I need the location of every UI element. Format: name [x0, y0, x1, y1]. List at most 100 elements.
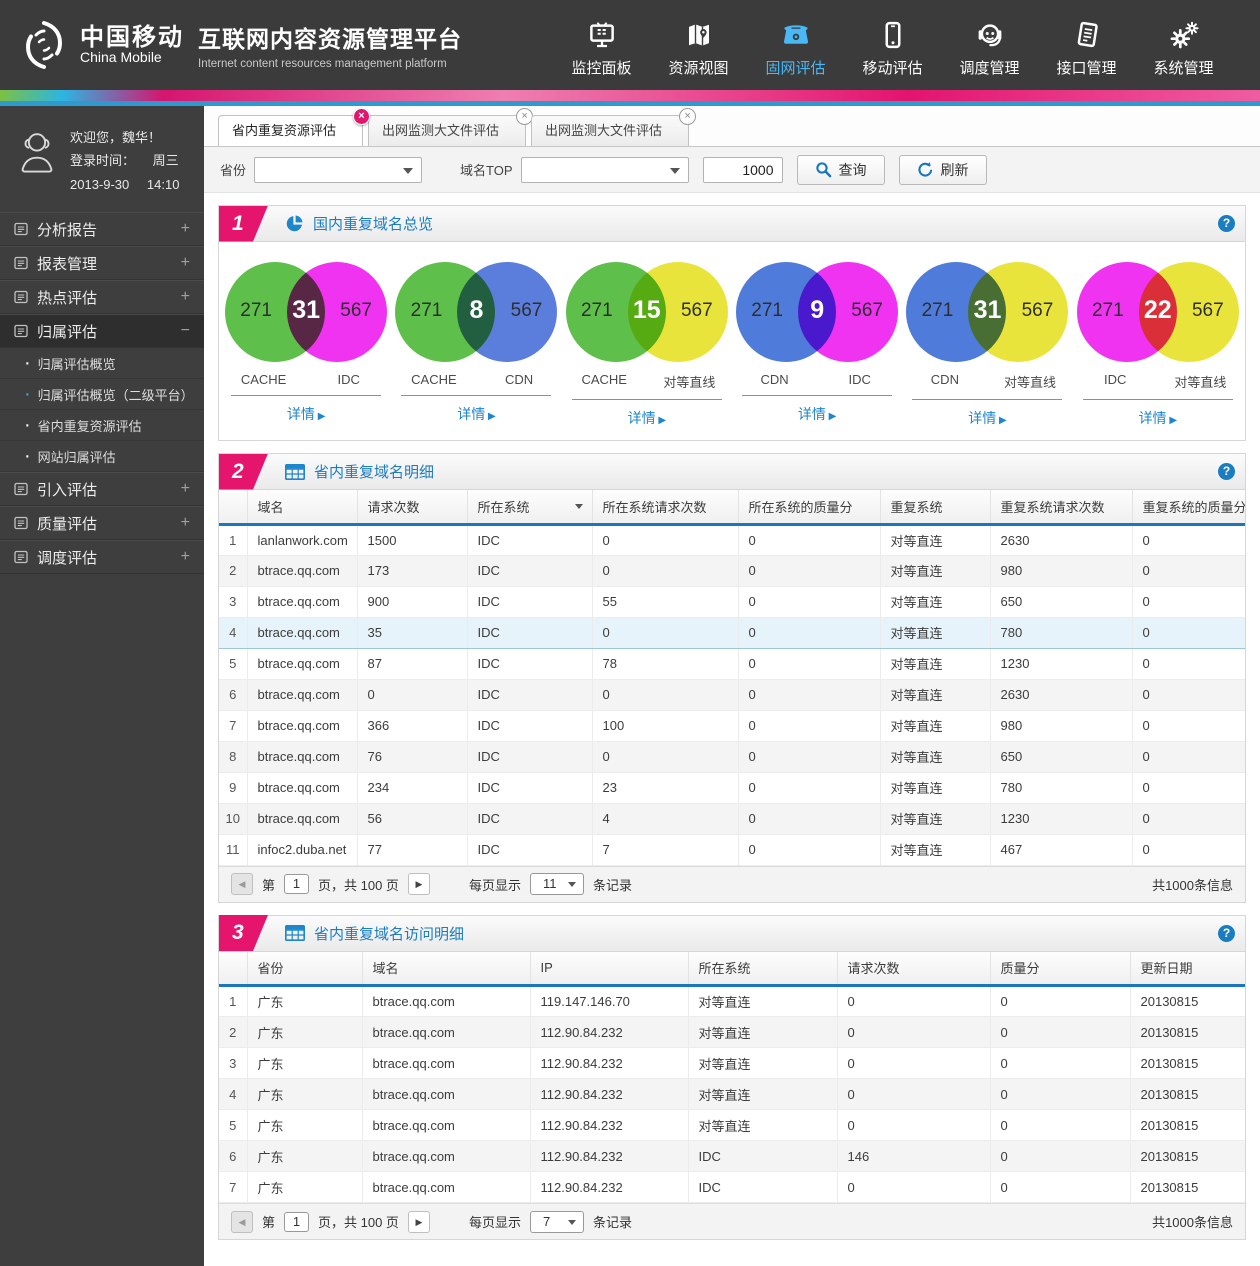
table-row[interactable]: 1 广东 btrace.qq.com 119.147.146.70 对等直连 0 0 2013… — [219, 985, 1245, 1017]
table-row[interactable]: 9 btrace.qq.com 234 IDC 23 0 对等直连 780 0 — [219, 772, 1245, 804]
close-icon[interactable]: × — [679, 108, 697, 125]
table-row[interactable]: 3 广东 btrace.qq.com 112.90.84.232 对等直连 0 0 20130… — [219, 1047, 1245, 1079]
cell: 0 — [357, 679, 468, 711]
tab-bar: 省内重复资源评估 × 出网监测大文件评估 × 出网监测大文件评估 × — [204, 106, 1260, 147]
tab-outbound-bigfile-eval-2[interactable]: 出网监测大文件评估 × — [531, 108, 697, 146]
table-row[interactable]: 5 btrace.qq.com 87 IDC 78 0 对等直连 1230 0 — [219, 648, 1245, 680]
refresh-button[interactable]: 刷新 — [898, 154, 987, 185]
table-row[interactable]: 2 广东 btrace.qq.com 112.90.84.232 对等直连 0 0 20130… — [219, 1016, 1245, 1048]
row-index-cell: 3 — [219, 586, 248, 618]
table-row[interactable]: 8 btrace.qq.com 76 IDC 0 0 对等直连 650 0 — [219, 741, 1245, 773]
expand-icon[interactable]: + — [180, 220, 190, 238]
sidebar-submenu-item[interactable]: · 网站归属评估 — [0, 441, 204, 473]
cell: btrace.qq.com — [247, 710, 358, 742]
header-nav: 监控面板 资源视图 固网评估 移动评估 调度管理 接口管理 系统管理 — [553, 12, 1260, 78]
cell: IDC — [467, 555, 593, 587]
help-icon[interactable]: ? — [1218, 215, 1235, 232]
collapse-icon[interactable]: − — [180, 322, 190, 340]
table-row[interactable]: 4 btrace.qq.com 35 IDC 0 0 对等直连 780 0 — [219, 616, 1245, 649]
sidebar-submenu-item[interactable]: · 归属评估概览 — [0, 348, 204, 380]
nav-item[interactable]: 调度管理 — [941, 12, 1038, 78]
expand-icon[interactable]: + — [180, 548, 190, 566]
doc-icon — [14, 516, 28, 530]
sidebar-menu-item[interactable]: 引入评估 + — [0, 472, 204, 507]
cell: IDC — [467, 616, 593, 649]
table-row[interactable]: 11 infoc2.duba.net 77 IDC 7 0 对等直连 467 0 — [219, 834, 1245, 866]
detail-label: 详情 — [286, 406, 315, 422]
expand-icon[interactable]: + — [180, 514, 190, 532]
venn-detail-link[interactable]: 详情 ▶ — [1073, 408, 1243, 428]
cell: 0 — [1132, 555, 1245, 587]
page-input[interactable]: 1 — [284, 1211, 310, 1232]
help-icon[interactable]: ? — [1218, 463, 1235, 480]
table-row[interactable]: 3 btrace.qq.com 900 IDC 55 0 对等直连 650 0 — [219, 586, 1245, 618]
expand-icon[interactable]: + — [180, 288, 190, 306]
table-row[interactable]: 6 btrace.qq.com 0 IDC 0 0 对等直连 2630 0 — [219, 679, 1245, 711]
sidebar-submenu-item[interactable]: · 省内重复资源评估 — [0, 410, 204, 442]
sidebar-menu-item[interactable]: 报表管理 + — [0, 246, 204, 281]
row-index-cell: 4 — [219, 1078, 248, 1110]
venn-detail-link[interactable]: 详情 ▶ — [902, 408, 1072, 428]
tab-provincial-duplicate-eval[interactable]: 省内重复资源评估 × — [218, 108, 371, 146]
sidebar-menu-item[interactable]: 分析报告 + — [0, 212, 204, 247]
venn-left-label: IDC — [1104, 372, 1127, 387]
next-page-button[interactable]: ▶ — [407, 1210, 430, 1233]
cell: 对等直连 — [880, 616, 991, 649]
prev-page-button[interactable]: ◀ — [231, 873, 253, 895]
top-count-input[interactable] — [702, 156, 783, 183]
nav-item[interactable]: 接口管理 — [1038, 12, 1135, 78]
table-row[interactable]: 10 btrace.qq.com 56 IDC 4 0 对等直连 1230 0 — [219, 803, 1245, 835]
table-row[interactable]: 7 btrace.qq.com 366 IDC 100 0 对等直连 980 0 — [219, 710, 1245, 742]
next-page-button[interactable]: ▶ — [407, 873, 430, 895]
nav-item[interactable]: 资源视图 — [650, 12, 747, 78]
cell: 77 — [357, 834, 468, 866]
table-row[interactable]: 5 广东 btrace.qq.com 112.90.84.232 对等直连 0 0 20130… — [219, 1109, 1245, 1141]
cell: 20130815 — [1130, 1171, 1245, 1203]
table-row[interactable]: 7 广东 btrace.qq.com 112.90.84.232 IDC 0 0 201308… — [219, 1171, 1245, 1203]
map-icon — [650, 12, 747, 50]
sidebar-menu-item[interactable]: 质量评估 + — [0, 506, 204, 541]
chevron-down-icon[interactable] — [574, 504, 583, 513]
nav-item[interactable]: 固网评估 — [747, 12, 844, 78]
login-label: 登录时间： — [70, 153, 136, 169]
table-row[interactable]: 6 广东 btrace.qq.com 112.90.84.232 IDC 146 0 2013… — [219, 1140, 1245, 1172]
prev-page-button[interactable]: ◀ — [231, 1210, 253, 1233]
nav-item[interactable]: 系统管理 — [1135, 12, 1232, 78]
help-icon[interactable]: ? — [1218, 924, 1235, 942]
venn-detail-link[interactable]: 详情 ▶ — [391, 404, 561, 424]
user-meta: 欢迎您，魏华！ 登录时间： 周三 2013-9-30 14:10 — [70, 126, 179, 196]
nav-item[interactable]: 监控面板 — [553, 12, 650, 78]
sidebar-submenu-item[interactable]: · 归属评估概览（二级平台） — [0, 379, 204, 411]
nav-item[interactable]: 移动评估 — [844, 12, 941, 78]
table-row[interactable]: 4 广东 btrace.qq.com 112.90.84.232 对等直连 0 0 20130… — [219, 1078, 1245, 1110]
table-row[interactable]: 1 lanlanwork.com 1500 IDC 0 0 对等直连 2630 0 — [219, 524, 1245, 556]
venn-detail-link[interactable]: 详情 ▶ — [221, 404, 391, 424]
user-box: 欢迎您，魏华！ 登录时间： 周三 2013-9-30 14:10 — [0, 106, 204, 212]
venn-diagram: 271 22 567 IDC 对等直线 详情 ▶ — [1073, 262, 1243, 428]
per-page-select[interactable]: 11 — [529, 873, 584, 895]
sidebar-menu-item[interactable]: 热点评估 + — [0, 280, 204, 315]
cell: 对等直连 — [880, 679, 991, 711]
total-records: 共1000条信息 — [1152, 1215, 1233, 1230]
venn-overlap-value: 31 — [973, 296, 1002, 324]
sidebar-menu-item[interactable]: 归属评估 − — [0, 314, 204, 349]
tab-outbound-bigfile-eval-1[interactable]: 出网监测大文件评估 × — [368, 108, 534, 146]
table-row[interactable]: 2 btrace.qq.com 173 IDC 0 0 对等直连 980 0 — [219, 555, 1245, 587]
table-header-row: 域名 请求次数 所在系统 所在系统请求次数 所在系统的质量分 重复系统 重复系统请求次数 重复… — [219, 490, 1245, 526]
duplicate-domain-table: 域名 请求次数 所在系统 所在系统请求次数 所在系统的质量分 重复系统 重复系统请求次数 重复… — [219, 490, 1245, 866]
pagination: ◀ 第 1 页，共 100 页 ▶ 每页显示 11 条记录 共1000条信息 — [219, 865, 1245, 902]
venn-detail-link[interactable]: 详情 ▶ — [562, 408, 732, 428]
detail-label: 详情 — [797, 406, 826, 422]
search-button[interactable]: 查询 — [796, 154, 885, 185]
page-input[interactable]: 1 — [284, 874, 310, 894]
expand-icon[interactable]: + — [180, 480, 190, 498]
per-page-select[interactable]: 7 — [529, 1210, 584, 1233]
sidebar-menu-item[interactable]: 调度评估 + — [0, 540, 204, 575]
venn-overlap-value: 15 — [632, 296, 661, 324]
province-select[interactable] — [254, 156, 423, 183]
expand-icon[interactable]: + — [180, 254, 190, 272]
close-icon[interactable]: × — [353, 108, 371, 125]
venn-detail-link[interactable]: 详情 ▶ — [732, 404, 902, 424]
cell: 广东 — [247, 1078, 363, 1110]
domain-top-select[interactable] — [520, 156, 689, 183]
